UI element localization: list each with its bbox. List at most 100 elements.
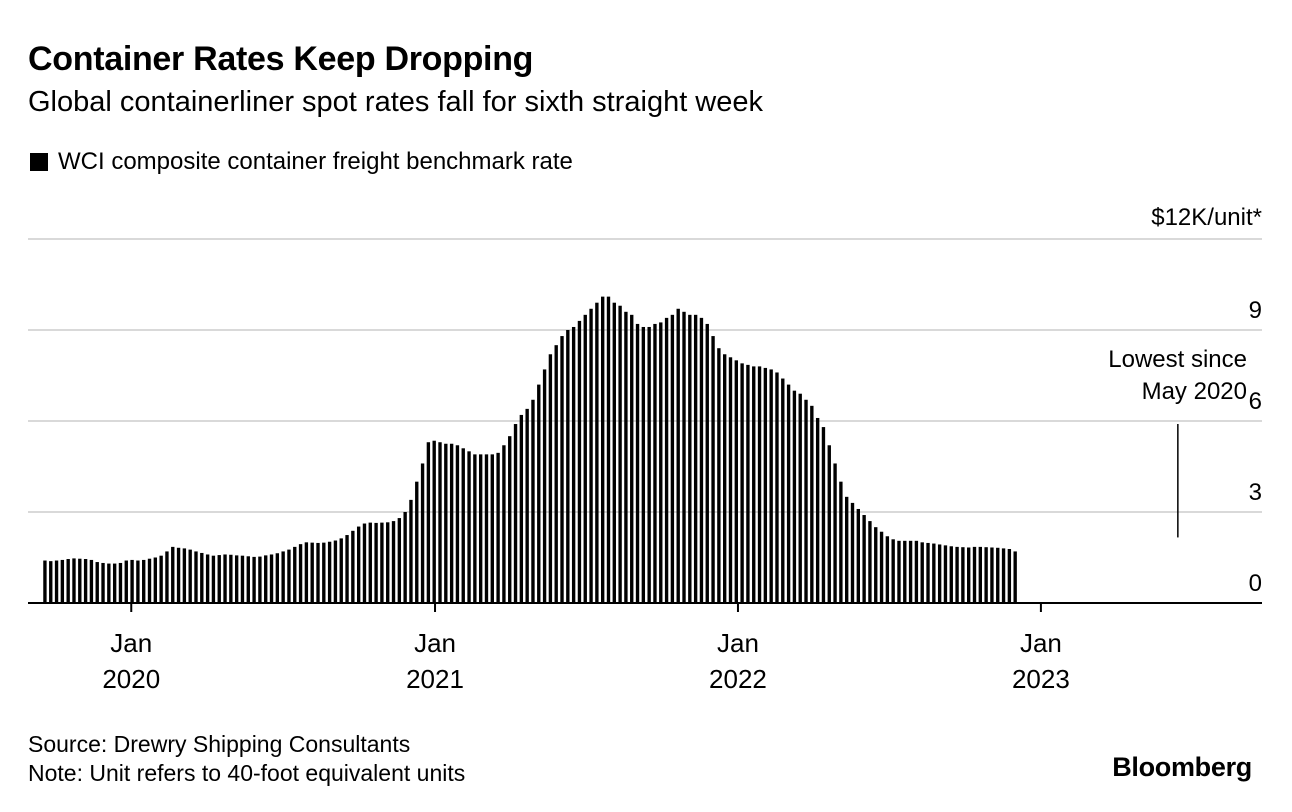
- bar: [682, 311, 686, 603]
- bar: [217, 555, 221, 603]
- bar: [996, 547, 1000, 603]
- bar: [571, 326, 576, 603]
- bar: [66, 559, 70, 603]
- bar: [176, 547, 181, 603]
- bar: [804, 399, 808, 603]
- bar: [885, 536, 890, 603]
- bar: [775, 372, 779, 603]
- bar: [403, 512, 407, 603]
- bar: [786, 384, 791, 603]
- bar: [757, 366, 762, 603]
- y-tick-label: 9: [1249, 297, 1262, 324]
- bar: [879, 531, 884, 603]
- bar: [914, 540, 919, 603]
- bar: [415, 481, 419, 603]
- bar: [949, 546, 953, 603]
- bar: [670, 314, 675, 603]
- bar: [83, 559, 88, 603]
- bar: [792, 390, 797, 603]
- bar: [990, 547, 994, 603]
- bar: [781, 378, 785, 603]
- bar: [281, 551, 285, 603]
- bar: [763, 367, 768, 603]
- bar: [647, 326, 651, 603]
- bar: [711, 336, 715, 603]
- bar: [908, 540, 913, 603]
- bar: [903, 540, 907, 603]
- bar: [833, 463, 837, 603]
- bar: [72, 558, 76, 603]
- legend-label: WCI composite container freight benchmar…: [58, 148, 573, 175]
- bar: [374, 522, 378, 603]
- bar: [304, 542, 309, 603]
- bar: [258, 556, 262, 603]
- bar: [961, 547, 965, 603]
- bar: [333, 540, 338, 603]
- bar: [612, 302, 616, 603]
- bar: [496, 452, 500, 603]
- bar: [142, 559, 146, 603]
- bar: [246, 556, 250, 603]
- bar: [1013, 551, 1017, 603]
- bar: [188, 549, 192, 603]
- bar: [345, 535, 349, 603]
- bar: [897, 540, 901, 603]
- bar: [693, 314, 698, 603]
- bar: [815, 417, 820, 603]
- bar: [159, 555, 163, 603]
- unit-note: Note: Unit refers to 40-foot equivalent …: [28, 760, 466, 786]
- bar: [467, 451, 471, 603]
- x-tick-label-month: Jan: [414, 628, 456, 658]
- bar: [264, 555, 268, 603]
- bar: [438, 442, 442, 603]
- bar: [624, 311, 628, 603]
- bar: [717, 348, 721, 603]
- bar: [688, 314, 692, 603]
- bar: [310, 542, 314, 603]
- bar: [746, 364, 750, 603]
- bar: [595, 302, 599, 603]
- bar: [1001, 548, 1006, 603]
- bar: [740, 363, 744, 603]
- bar: [386, 522, 390, 603]
- x-tick-label-month: Jan: [1020, 628, 1062, 658]
- bar: [240, 555, 245, 603]
- bar: [641, 326, 646, 603]
- bar: [380, 522, 384, 603]
- bar: [606, 296, 611, 603]
- bar: [449, 443, 454, 603]
- bars: [43, 296, 1017, 603]
- bar: [112, 563, 117, 603]
- bar: [868, 521, 872, 603]
- bar: [327, 541, 332, 603]
- bar: [752, 366, 756, 603]
- bar: [618, 305, 622, 603]
- bar: [60, 559, 65, 603]
- bar: [583, 314, 587, 603]
- bar: [356, 526, 361, 603]
- bar: [519, 414, 524, 603]
- bar: [589, 308, 593, 603]
- chart-subtitle: Global containerliner spot rates fall fo…: [28, 86, 764, 118]
- bar: [943, 545, 948, 603]
- bar: [107, 563, 111, 603]
- bar: [810, 405, 814, 603]
- bar: [391, 521, 396, 603]
- bar: [339, 538, 343, 603]
- bloomberg-logo: Bloomberg: [1112, 752, 1252, 782]
- bar: [723, 354, 727, 603]
- bar: [165, 551, 169, 603]
- bar: [101, 562, 105, 603]
- bar: [839, 481, 843, 603]
- bar: [972, 546, 977, 603]
- bar: [978, 546, 982, 603]
- bar: [322, 542, 326, 603]
- chart-title: Container Rates Keep Dropping: [28, 40, 534, 78]
- bar: [531, 399, 535, 603]
- x-tick-label-year: 2022: [709, 664, 767, 694]
- bar: [856, 508, 860, 603]
- bar: [699, 317, 704, 603]
- bar: [229, 554, 233, 603]
- bar: [850, 502, 855, 603]
- bar: [269, 554, 274, 603]
